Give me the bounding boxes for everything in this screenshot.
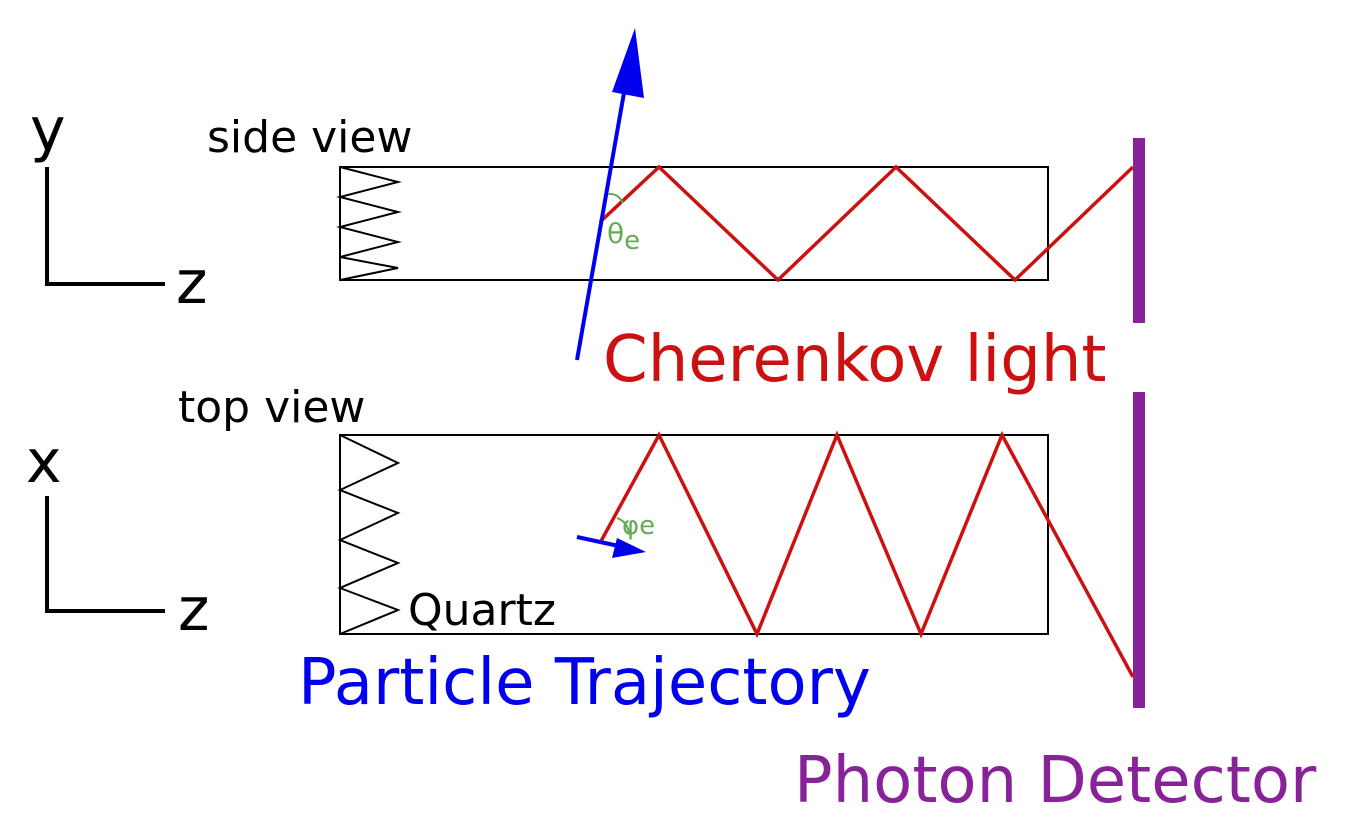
top-bar-zigzag-end: [337, 434, 401, 635]
x-axis-label: x: [26, 427, 62, 497]
trajectory-line: [575, 69, 630, 361]
trajectory-arrowhead: [612, 28, 644, 98]
top-view-bar: [337, 434, 1049, 635]
direction-arrowhead: [612, 538, 646, 558]
detector-label: Photon Detector: [794, 744, 1317, 818]
top-view-title: top view: [178, 382, 365, 433]
quartz-label: Quartz: [408, 585, 556, 636]
side-view-axes: y z: [30, 95, 208, 318]
z-axis-label-top: z: [178, 575, 210, 645]
photon-detector-top: [1133, 392, 1145, 708]
side-bar-outline: [339, 166, 1049, 281]
phi-arc: [616, 517, 630, 535]
particle-direction-arrow: [576, 535, 646, 558]
top-view-axes: x z: [26, 427, 210, 645]
side-light-path: [598, 164, 1135, 283]
trajectory-label: Particle Trajectory: [298, 646, 871, 720]
top-light-path: [598, 430, 1135, 678]
photon-detector-side: [1133, 138, 1145, 323]
z-axis-label-side: z: [176, 248, 208, 318]
particle-trajectory-arrow: [575, 28, 644, 361]
theta-arc: [607, 192, 624, 204]
phi-label: φe: [622, 511, 655, 541]
side-view-bar: [336, 166, 1049, 281]
side-bar-zigzag-end: [336, 166, 402, 281]
cherenkov-label: Cherenkov light: [603, 323, 1106, 397]
y-axis-label: y: [30, 95, 66, 165]
side-view-title: side view: [207, 112, 412, 163]
theta-label: θe: [607, 217, 640, 256]
top-bar-outline: [339, 434, 1049, 635]
